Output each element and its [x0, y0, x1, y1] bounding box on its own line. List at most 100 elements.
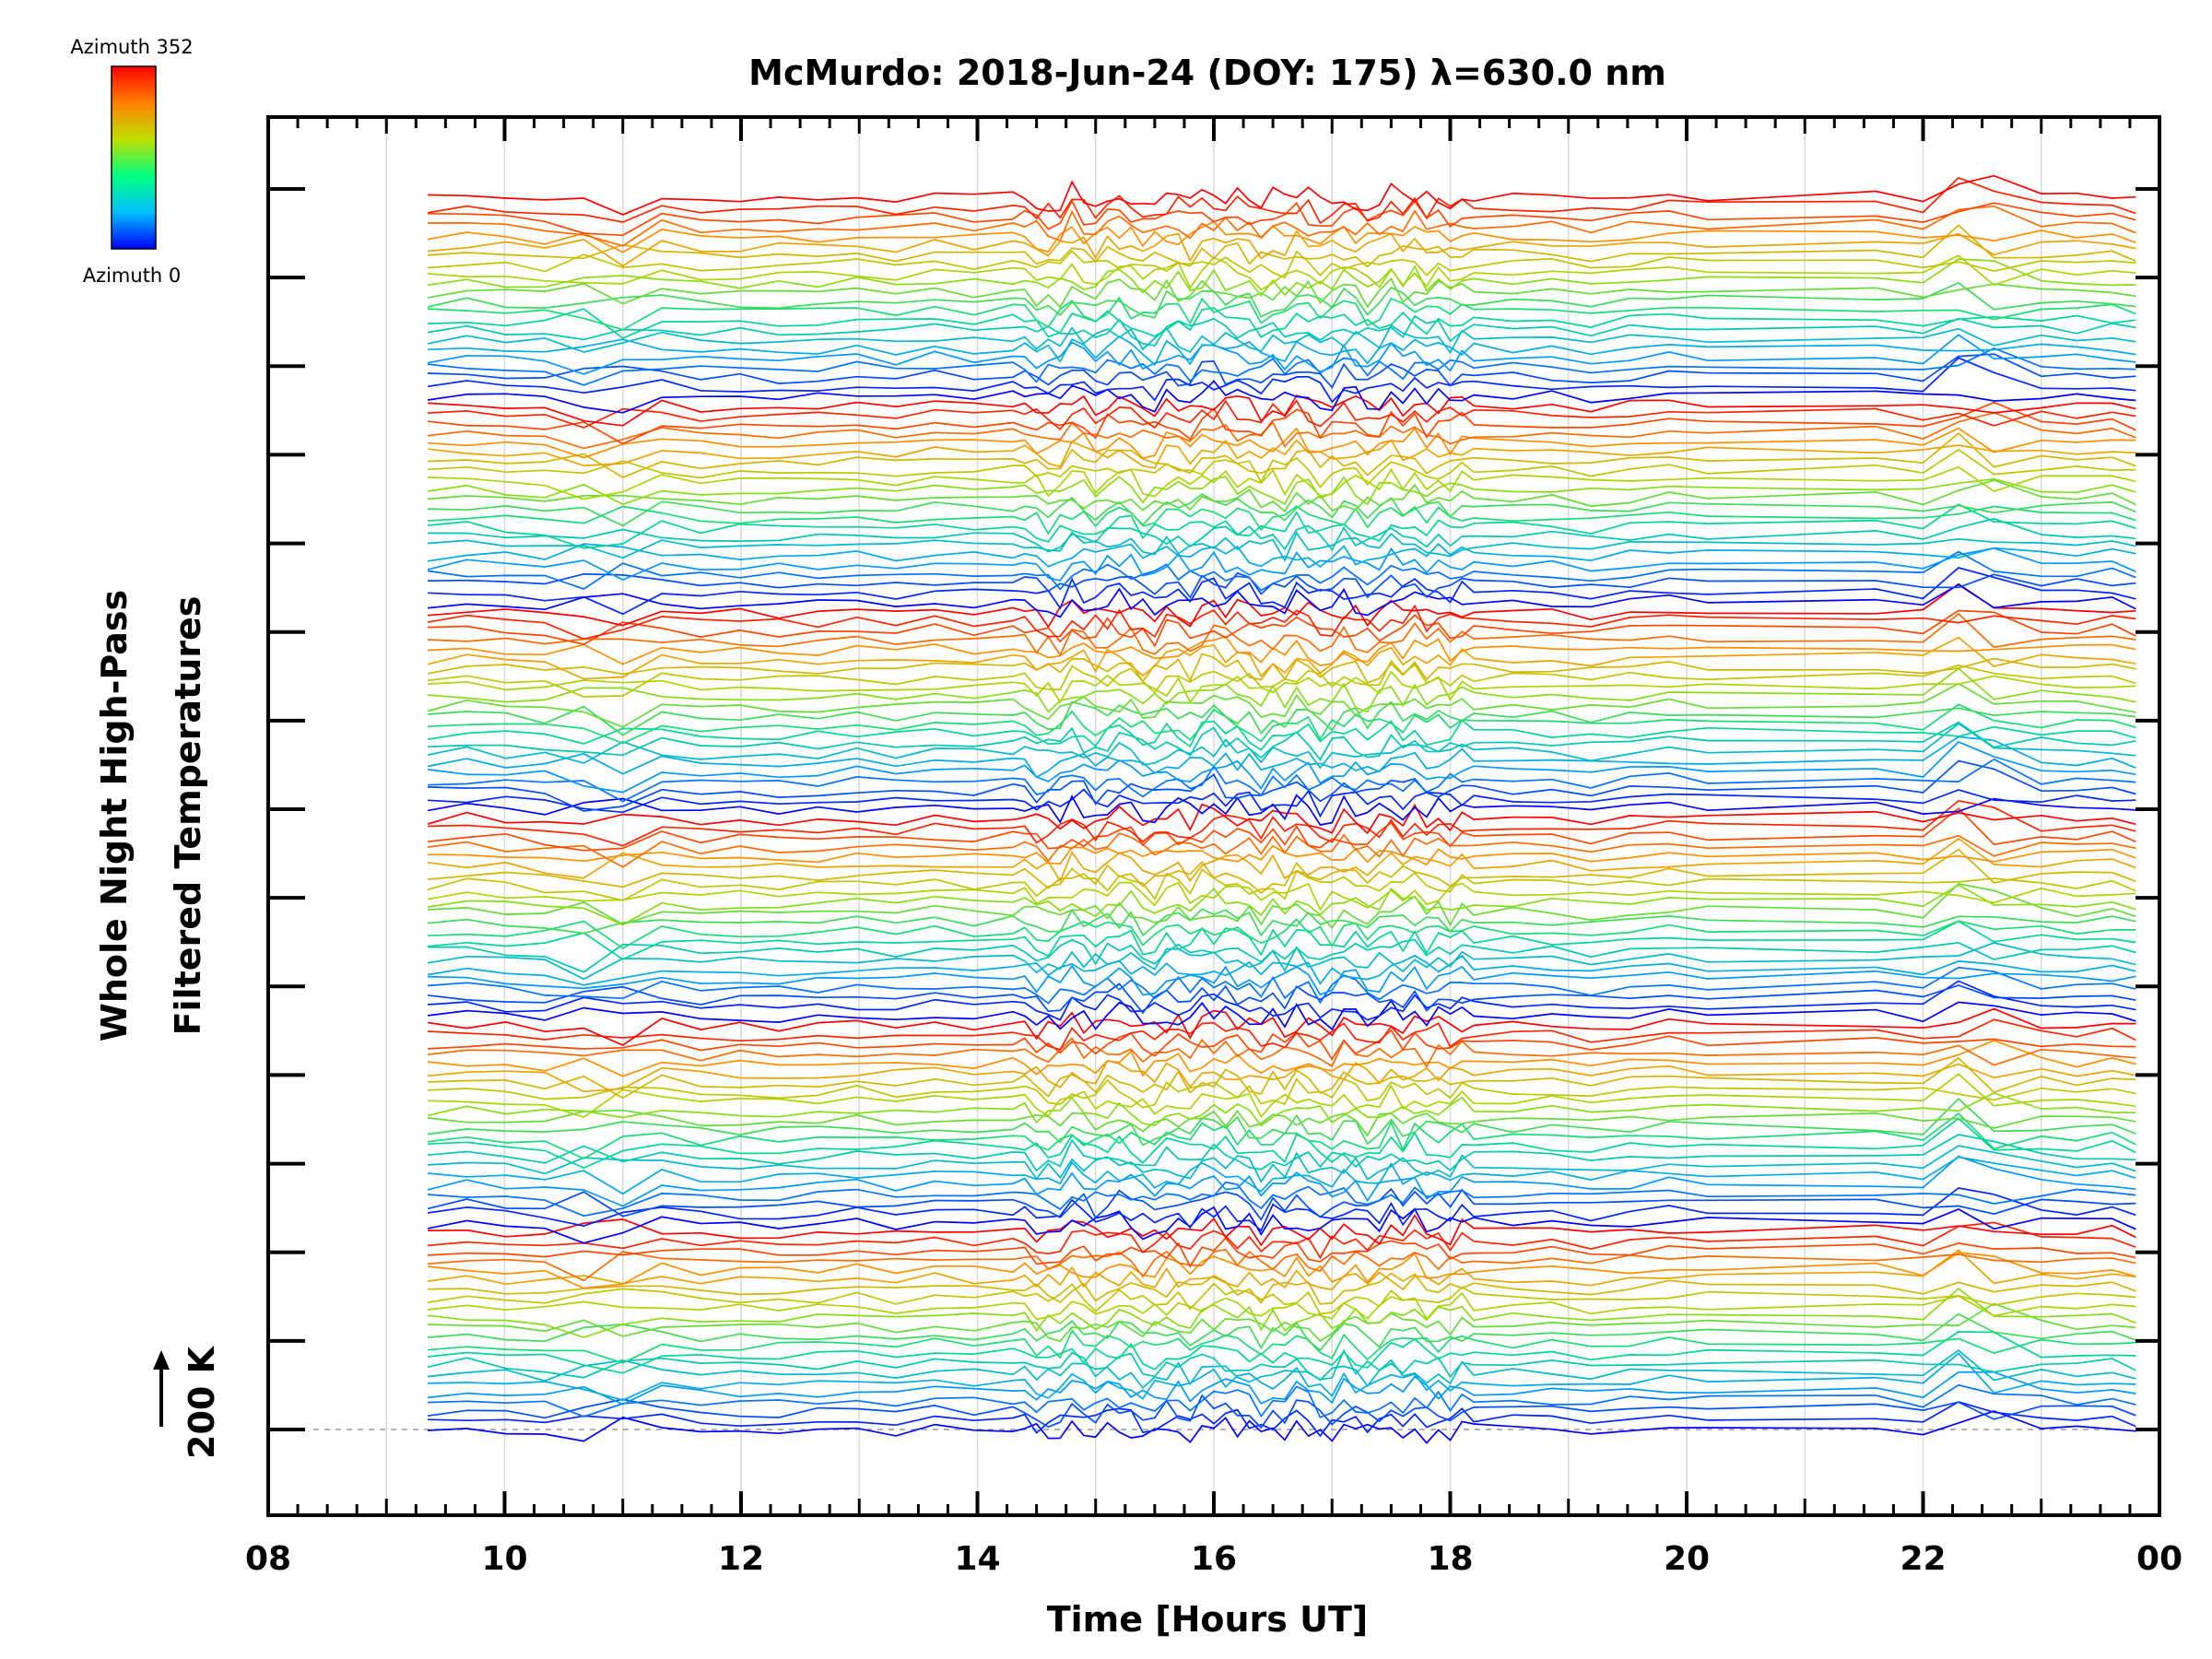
x-tick-label: 14	[954, 1540, 1000, 1578]
series-line	[427, 334, 2136, 375]
series-line	[427, 682, 2136, 728]
series-line	[428, 250, 2136, 279]
series-line	[428, 582, 2136, 629]
series-line	[427, 543, 2136, 568]
series-lines	[427, 174, 2136, 1444]
series-line	[428, 635, 2136, 666]
series-line	[427, 604, 2136, 641]
y-axis-label-line2: Filtered Temperatures	[168, 596, 208, 1036]
series-line	[428, 1383, 2136, 1418]
series-line	[428, 1371, 2136, 1406]
series-line	[427, 636, 2136, 680]
series-line	[427, 1187, 2136, 1232]
series-line	[427, 476, 2136, 506]
series-line	[428, 758, 2136, 803]
series-line	[428, 1037, 2136, 1068]
series-line	[427, 314, 2136, 347]
series-line	[428, 401, 2136, 445]
series-line	[428, 918, 2136, 949]
series-line	[428, 174, 2136, 216]
series-line	[427, 276, 2136, 309]
series-line	[427, 1187, 2136, 1221]
series-line	[428, 1018, 2136, 1051]
colorbar: Azimuth 352 Azimuth 0	[70, 36, 193, 287]
series-line	[427, 1007, 2136, 1046]
series-line	[427, 881, 2136, 912]
series-line	[428, 439, 2136, 469]
series-line	[428, 1112, 2136, 1159]
series-line	[427, 1249, 2136, 1291]
series-line	[428, 505, 2136, 535]
series-line	[428, 700, 2136, 736]
colorbar-gradient	[111, 65, 157, 250]
series-line	[428, 224, 2136, 268]
series-line	[427, 1394, 2136, 1430]
series-line	[428, 1109, 2136, 1137]
series-line	[427, 832, 2136, 868]
scale-arrow-head	[153, 1350, 170, 1370]
series-line	[427, 1206, 2136, 1244]
series-line	[428, 335, 2136, 367]
series-line	[428, 1302, 2136, 1343]
x-tick-label: 12	[718, 1540, 764, 1578]
series-line	[428, 1329, 2136, 1364]
series-line	[428, 964, 2136, 996]
series-line	[428, 759, 2136, 812]
series-line	[428, 908, 2136, 937]
x-tick-label: 00	[2136, 1540, 2183, 1578]
series-line	[428, 1331, 2136, 1374]
series-line	[428, 667, 2136, 713]
scale-indicator: 200 K	[153, 1345, 222, 1459]
series-line	[428, 1117, 2136, 1170]
series-line	[428, 844, 2136, 866]
series-line	[427, 723, 2136, 770]
series-line	[428, 503, 2136, 549]
series-line	[428, 920, 2136, 960]
series-line	[428, 882, 2136, 930]
series-line	[427, 942, 2136, 981]
series-line	[428, 431, 2136, 478]
series-line	[428, 1352, 2136, 1402]
colorbar-top-label: Azimuth 352	[70, 36, 193, 58]
series-line	[428, 1291, 2136, 1321]
series-line	[428, 806, 2136, 852]
series-line	[428, 205, 2136, 247]
series-line	[428, 788, 2136, 818]
series-line	[428, 659, 2136, 698]
series-line	[428, 411, 2136, 450]
series-line	[428, 1056, 2136, 1100]
series-line	[427, 380, 2136, 414]
series-line	[427, 1092, 2136, 1127]
series-line	[428, 347, 2136, 386]
series-line	[428, 1287, 2136, 1338]
series-line	[428, 479, 2136, 513]
series-line	[427, 1098, 2136, 1147]
series-line	[428, 1077, 2136, 1109]
series-line	[428, 703, 2136, 745]
series-line	[428, 1248, 2136, 1282]
series-line	[427, 740, 2136, 794]
colorbar-bottom-label: Azimuth 0	[83, 265, 182, 287]
series-line	[427, 258, 2136, 297]
series-line	[427, 884, 2136, 926]
series-line	[428, 1272, 2136, 1305]
series-line	[428, 571, 2136, 599]
series-line	[428, 229, 2136, 267]
series-line	[427, 999, 2136, 1031]
series-line	[428, 1221, 2136, 1260]
series-line	[428, 353, 2136, 389]
series-line	[428, 1156, 2136, 1195]
series-line	[428, 1410, 2136, 1444]
series-line	[428, 1181, 2136, 1218]
x-tick-label: 18	[1427, 1540, 1473, 1578]
series-line	[428, 493, 2136, 527]
series-line	[428, 254, 2136, 291]
series-line	[427, 867, 2136, 901]
series-line	[428, 296, 2136, 331]
x-tick-label: 10	[481, 1540, 527, 1578]
series-line	[428, 612, 2136, 657]
series-line	[428, 1312, 2136, 1352]
x-tick-labels: 08 10 12 14 16 18 20 22 00	[245, 1540, 2183, 1578]
chart-title: McMurdo: 2018-Jun-24 (DOY: 175) λ=630.0 …	[748, 53, 1666, 93]
series-line	[428, 848, 2136, 894]
